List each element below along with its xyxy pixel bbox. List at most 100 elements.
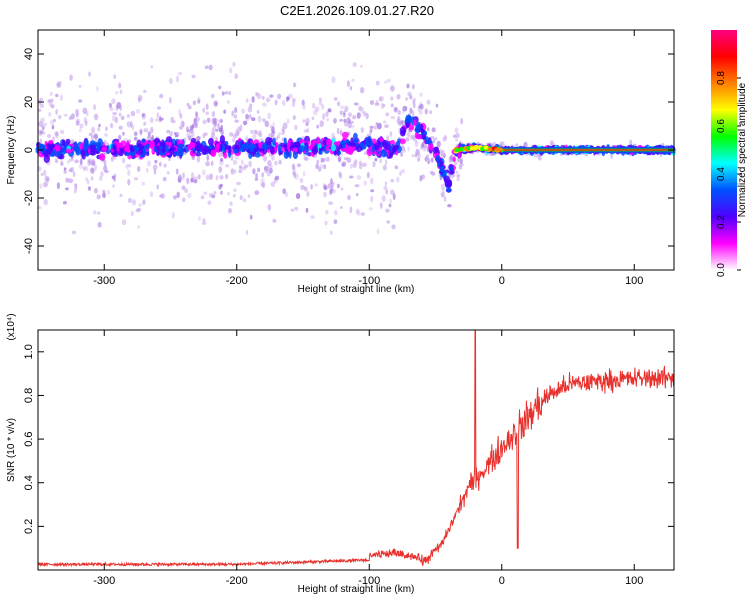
spectrogram-cell (458, 164, 463, 170)
x-tick-label: -300 (93, 275, 115, 287)
spectrogram-cell (125, 163, 129, 170)
snr-y-ticks: 0.2 0.4 0.6 0.8 1.0 (23, 344, 674, 534)
spectrogram-cell (171, 212, 175, 219)
spectrogram-cell (427, 161, 430, 165)
spectrogram-cell (399, 138, 406, 145)
spectrogram-cell (190, 131, 195, 139)
spectrogram-cell (446, 186, 452, 193)
spectrogram-cell (209, 173, 213, 180)
spectrogram-cell (303, 129, 309, 133)
snr-panel: -300 -200 -100 0 100 0.2 0.4 0.6 0.8 1.0 Height … (6, 313, 675, 595)
spectrogram-cell (55, 131, 59, 139)
spectrogram-cell (127, 197, 133, 204)
spectrogram-cell (331, 76, 336, 84)
spectrogram-cell (43, 155, 50, 163)
spectrogram-cell (384, 159, 388, 166)
spectrogram-cell (408, 124, 415, 131)
spectrogram-cell (409, 95, 413, 100)
spectrogram-cell (94, 164, 97, 171)
spectrogram-cell (322, 140, 327, 145)
y-tick-label: 0.6 (23, 431, 35, 446)
spectrogram-cell (366, 171, 370, 179)
spectrogram-cell (414, 152, 418, 158)
spectrogram-cell (154, 159, 158, 164)
spectrogram-cell (176, 75, 179, 83)
spectrogram-cell (232, 134, 237, 139)
spectrogram-cell (254, 178, 259, 181)
spectrogram-cell (381, 195, 386, 203)
spectrogram-cell (261, 172, 265, 178)
spectrogram-cell (68, 116, 73, 120)
spectrogram-cell (230, 168, 235, 175)
spectrogram-cell (360, 107, 364, 114)
spectrogram-cell (149, 191, 154, 198)
spectrogram-cell (159, 194, 163, 198)
spectrogram-cell (338, 171, 341, 178)
x-tick-label: -300 (93, 575, 115, 587)
spectrogram-cell (176, 191, 180, 198)
spectrogram-cell (298, 145, 306, 153)
spectrogram-cell (348, 118, 351, 124)
spectrogram-cell (57, 114, 62, 120)
spectrogram-cell (73, 145, 78, 152)
spectrogram-cell (245, 230, 249, 235)
spectrogram-cell (71, 230, 77, 235)
spectrogram-cell (143, 89, 147, 93)
spectrogram-cell (373, 142, 380, 151)
spectrogram-cell (49, 98, 54, 102)
spectrogram-cell (129, 150, 136, 156)
colorbar: 0.0 0.2 0.4 0.6 0.8 Normalized spectral ampl… (711, 30, 748, 277)
spectrogram-cell (210, 160, 214, 167)
spectrogram-cell (456, 177, 460, 182)
spectrogram-cell (391, 146, 397, 153)
spectrogram-cell (449, 166, 454, 172)
spectrogram-cell (368, 141, 373, 147)
spectrogram-cell (130, 110, 136, 117)
spectrogram-cell (363, 151, 367, 155)
spectrogram-cell (215, 175, 219, 181)
snr-series-line (37, 329, 675, 568)
spectrogram-cell (253, 129, 258, 135)
spectrogram-cell (373, 125, 378, 130)
spectrogram-cell (368, 207, 373, 211)
spectrogram-cell (305, 207, 309, 213)
spectrogram-cell (272, 121, 275, 128)
spectrogram-cell (247, 194, 251, 198)
spectrogram-cell (98, 153, 106, 161)
spectrogram-cell (384, 124, 389, 129)
spectrogram-cell (358, 163, 363, 170)
spectrogram-cell (43, 169, 47, 177)
spectrogram-cell (329, 188, 333, 195)
spectrogram-cell (440, 149, 445, 156)
colorbar-tick-label: 0.2 (716, 215, 727, 229)
spectrogram-cell (118, 112, 122, 117)
spectrogram-cell (414, 137, 418, 144)
spectrogram-cell (455, 138, 458, 142)
spectrogram-cell (233, 169, 237, 174)
spectrogram-cell (327, 183, 333, 189)
spectrogram-cell (141, 113, 145, 117)
spectrogram-cell (112, 115, 116, 122)
spectrogram-cell (58, 80, 62, 85)
spectrogram-x-ticks: -300 -200 -100 0 100 (93, 30, 643, 287)
spectrogram-cell (111, 175, 116, 180)
spectrogram-cell (91, 168, 95, 173)
spectrogram-cell (353, 102, 359, 106)
spectrogram-cell (96, 145, 102, 153)
spectrogram-cell (389, 140, 396, 145)
spectrogram-cell (143, 121, 147, 126)
spectrogram-cell (205, 103, 209, 110)
spectrogram-cell (406, 83, 410, 89)
spectrogram-cell (136, 166, 141, 172)
spectrogram-cell (417, 108, 421, 112)
spectrogram-cell (402, 149, 406, 153)
spectrogram-cell (284, 192, 289, 198)
spectrogram-cell (418, 153, 421, 159)
spectrogram-cell (456, 174, 461, 178)
spectrogram-cell (197, 96, 201, 104)
spectrogram-cell (288, 93, 293, 99)
spectrogram-cell (314, 106, 320, 112)
spectrogram-cell (195, 117, 200, 121)
spectrogram-cell (165, 144, 169, 153)
spectrogram-cell (127, 178, 131, 186)
